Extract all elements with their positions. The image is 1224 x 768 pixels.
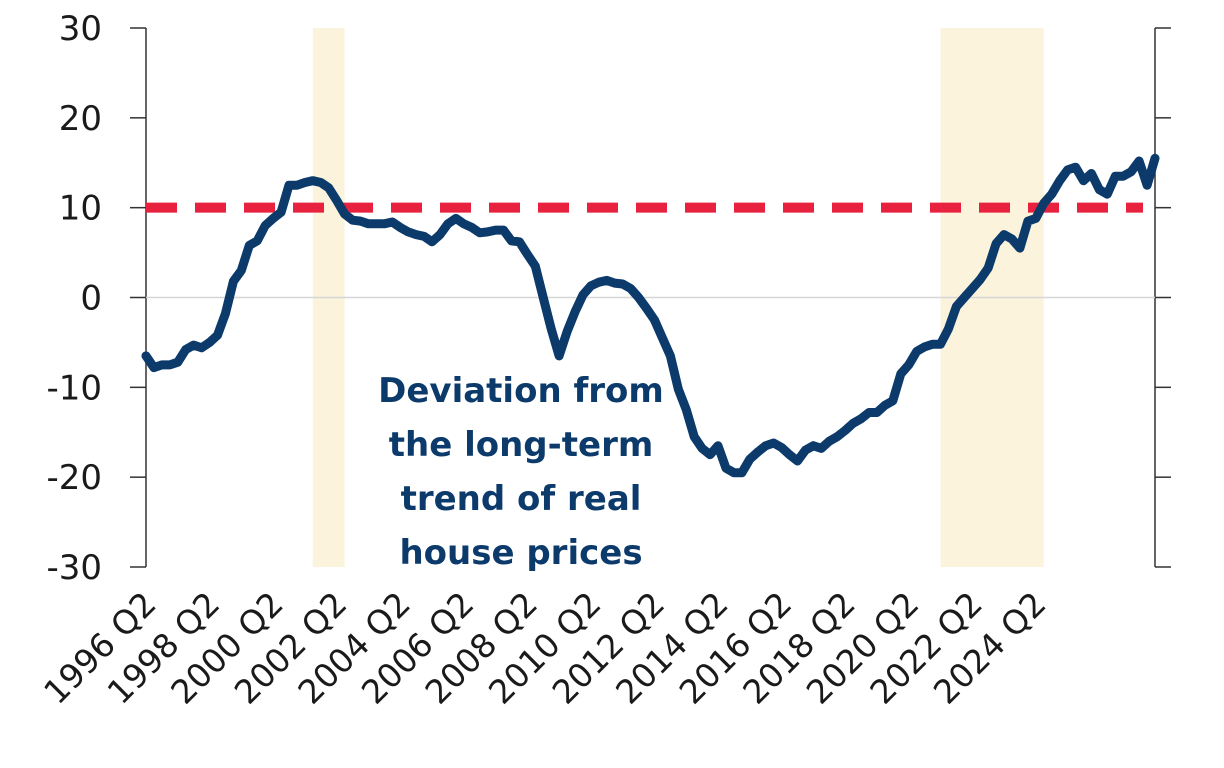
series-line-deviation (141, 153, 1160, 478)
annotation-line-3: trend of real (401, 479, 642, 519)
y-tick-label: -20 (46, 458, 102, 498)
y-tick-label: 30 (59, 9, 102, 49)
y-axis-ticks: 30 20 10 0 -10 -20 -30 (46, 9, 1171, 588)
y-tick-label: 10 (59, 189, 102, 229)
series-lines (141, 153, 1160, 478)
annotation: Deviation from the long-term trend of re… (378, 371, 664, 573)
y-tick-label: 20 (59, 99, 102, 139)
y-tick-label: 0 (80, 279, 102, 319)
annotation-line-2: the long-term (389, 425, 654, 465)
y-tick-label: -30 (46, 548, 102, 588)
annotation-line-4: house prices (399, 533, 642, 573)
y-tick-label: -10 (46, 368, 102, 408)
annotation-line-1: Deviation from (378, 371, 664, 411)
